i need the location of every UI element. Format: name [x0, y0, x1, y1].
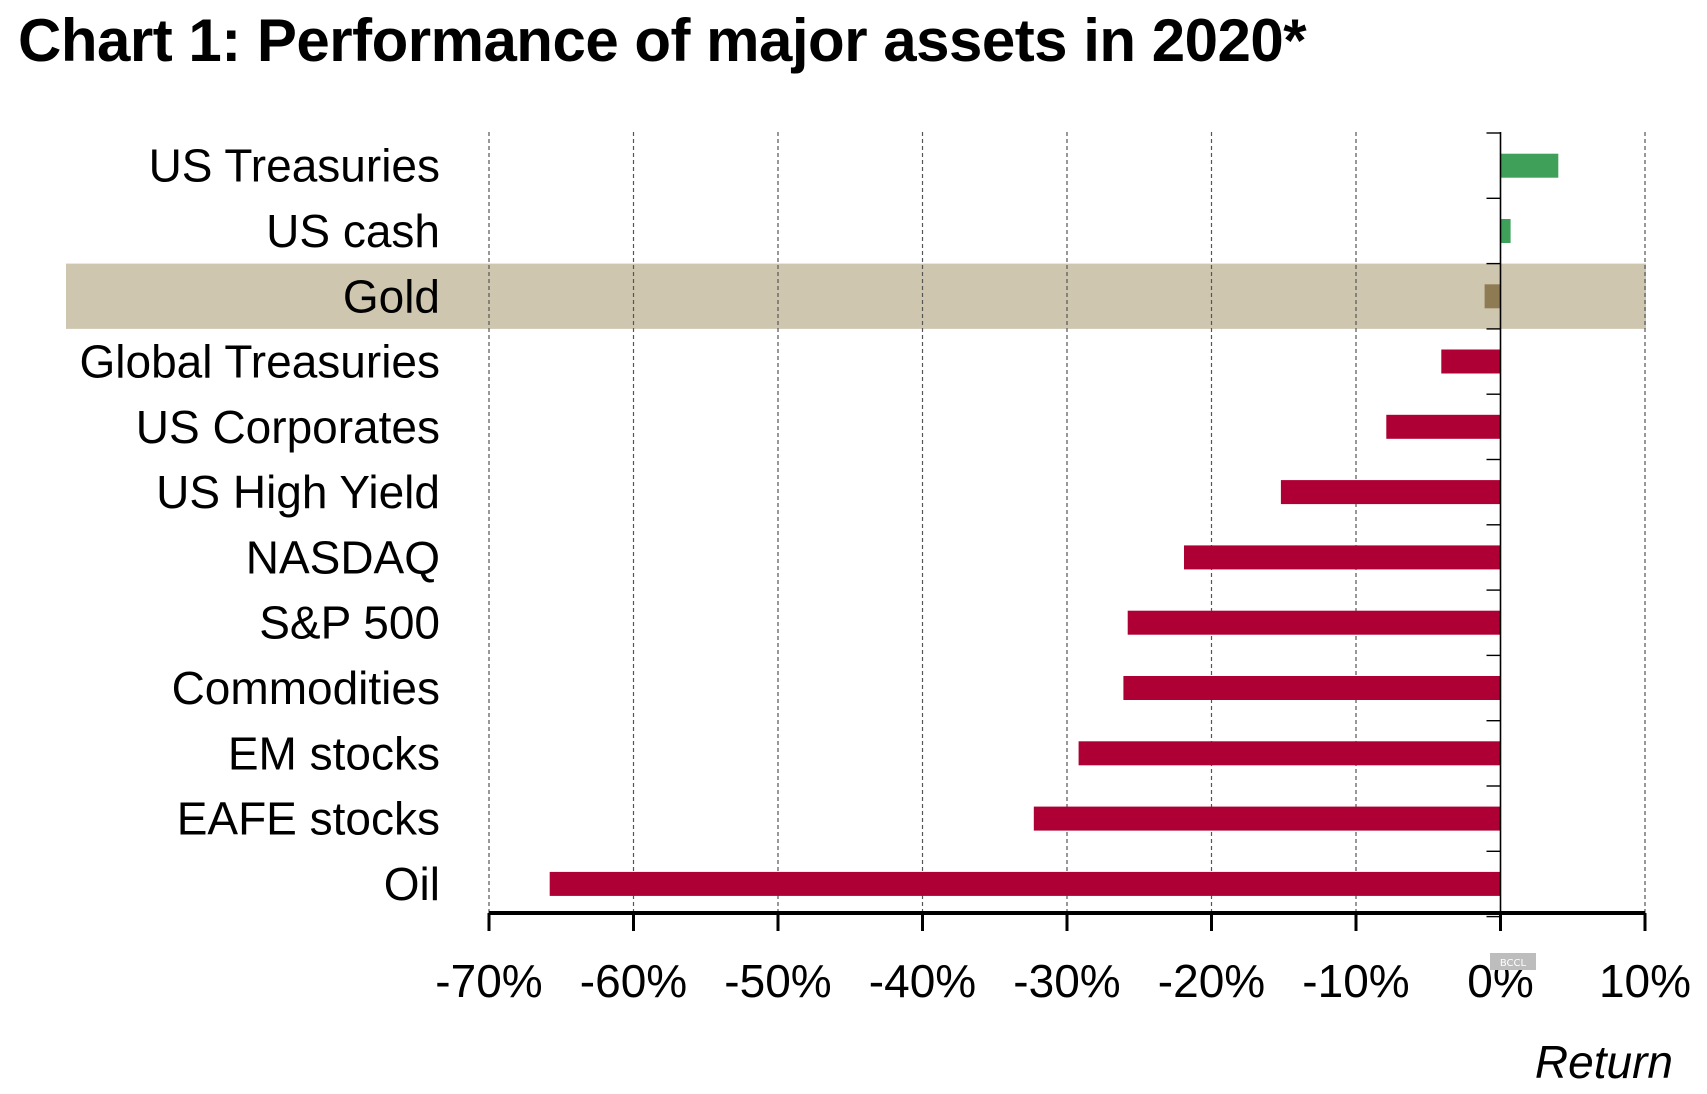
category-label-10: EAFE stocks [177, 793, 440, 845]
x-tick-label-8: 10% [1599, 955, 1691, 1007]
x-axis-title: Return [1535, 1036, 1673, 1088]
x-tick-label-4: -30% [1013, 955, 1120, 1007]
category-label-3: Global Treasuries [80, 336, 441, 388]
category-label-4: US Corporates [136, 401, 440, 453]
category-labels: US Treasuries US cash Gold Global Treasurie… [80, 140, 441, 910]
category-label-2: Gold [343, 270, 440, 322]
x-tick-label-0: -70% [435, 955, 542, 1007]
chart-title: Chart 1: Performance of major assets in … [18, 7, 1307, 74]
category-label-6: NASDAQ [246, 531, 440, 583]
bar-7 [1127, 610, 1501, 635]
bar-11 [549, 871, 1501, 896]
grid-lines [488, 132, 1646, 913]
category-label-0: US Treasuries [149, 140, 440, 192]
bar-3 [1441, 349, 1501, 374]
bar-9 [1078, 741, 1501, 766]
bar-8 [1123, 676, 1501, 700]
x-tick-label-2: -50% [724, 955, 831, 1007]
bar-0 [1500, 153, 1559, 178]
x-tick-label-1: -60% [580, 955, 687, 1007]
bar-2 [1484, 284, 1501, 309]
bar-6 [1184, 545, 1501, 570]
category-label-1: US cash [266, 205, 440, 257]
bar-10 [1033, 806, 1501, 831]
bar-5 [1280, 480, 1501, 505]
watermark-text: BCCL [1500, 958, 1527, 969]
category-label-5: US High Yield [156, 466, 440, 518]
x-tick-label-6: -10% [1302, 955, 1409, 1007]
tick-labels: -70% -60% -50% -40% -30% -20% -10% 0% 10% [435, 955, 1691, 1007]
category-label-11: Oil [384, 858, 440, 910]
category-label-7: S&P 500 [259, 597, 440, 649]
category-label-9: EM stocks [228, 727, 440, 779]
bars [549, 153, 1559, 896]
watermark-badge: BCCL [1490, 953, 1536, 970]
axes [487, 132, 1647, 931]
highlight-band [66, 263, 1646, 329]
x-tick-label-3: -40% [869, 955, 976, 1007]
bar-4 [1386, 414, 1501, 439]
x-tick-label-5: -20% [1158, 955, 1265, 1007]
bar-1 [1500, 219, 1511, 243]
category-label-8: Commodities [172, 662, 440, 714]
